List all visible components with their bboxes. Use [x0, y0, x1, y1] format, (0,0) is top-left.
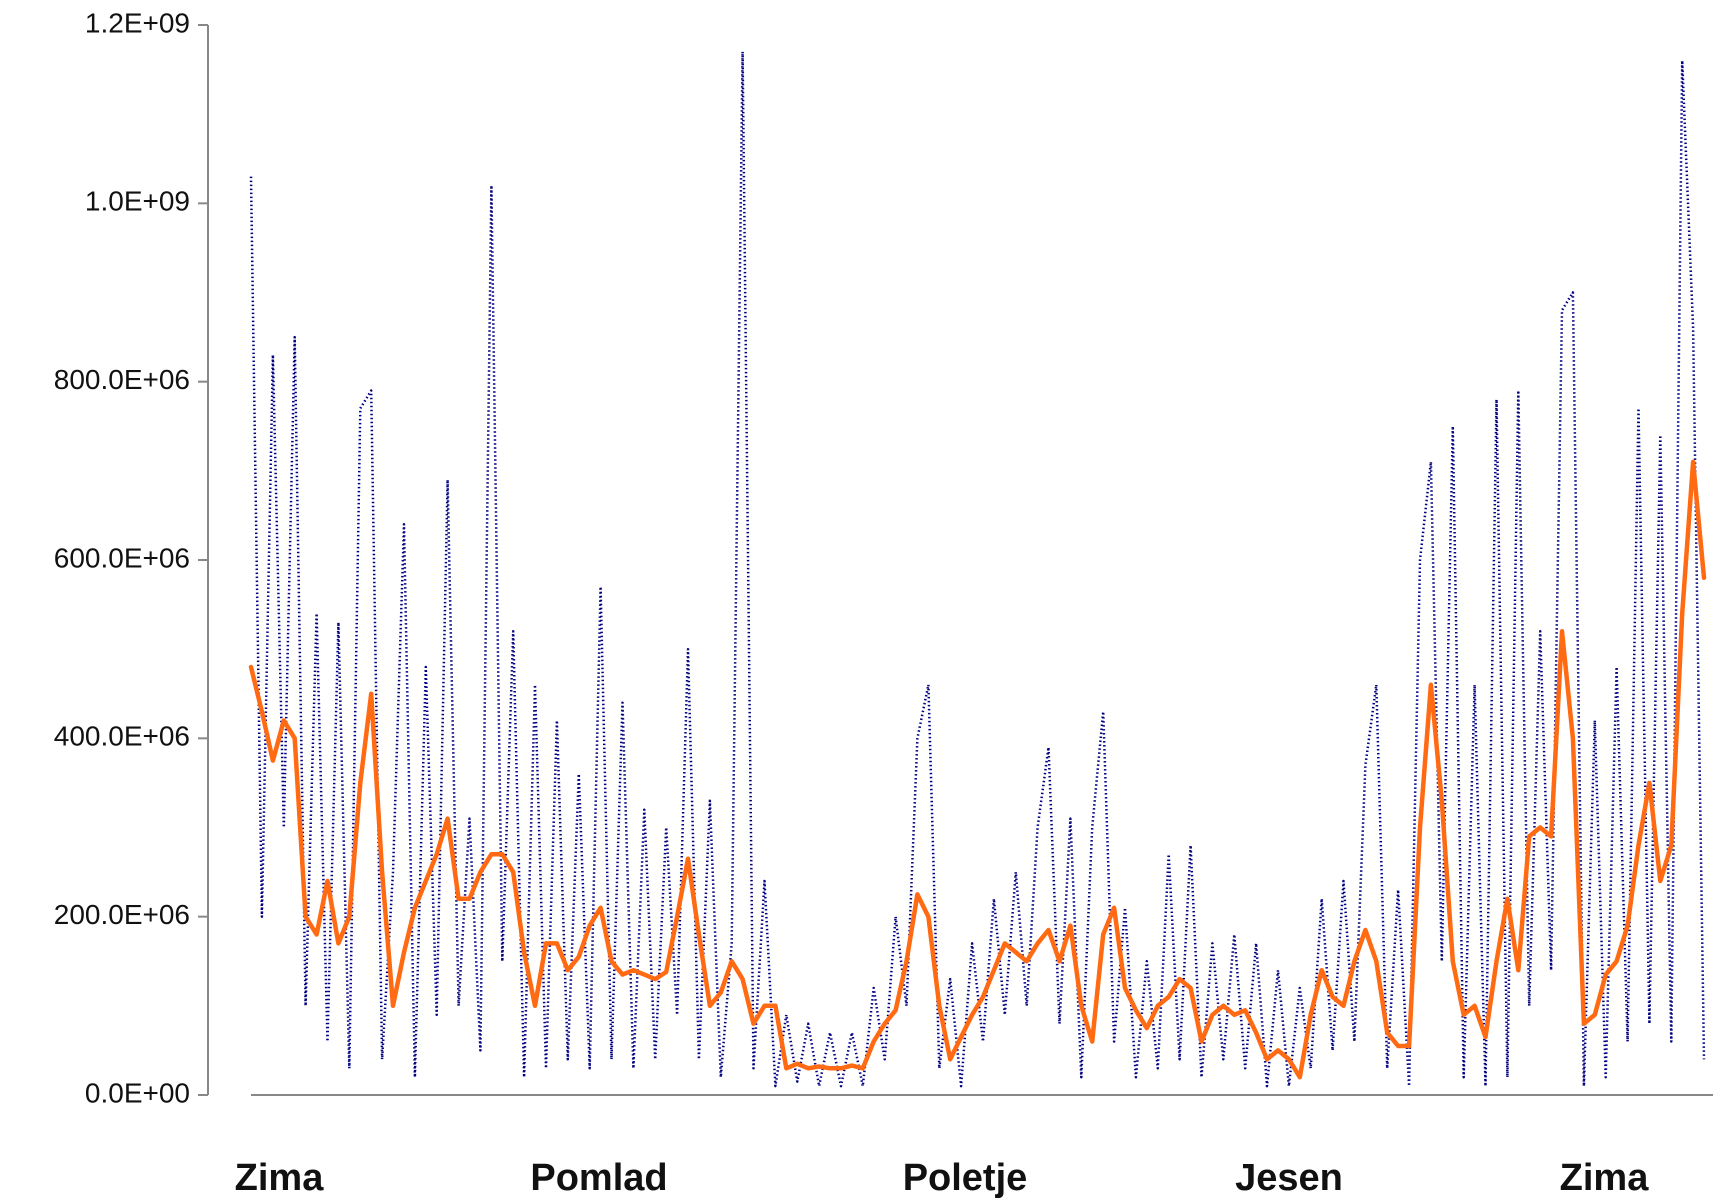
x-axis-label: Zima [1560, 1157, 1650, 1199]
y-tick-label: 600.0E+06 [54, 542, 190, 573]
y-tick-label: 1.0E+09 [85, 186, 190, 217]
y-tick-label: 200.0E+06 [54, 899, 190, 930]
x-axis-label: Zima [235, 1157, 325, 1199]
y-tick-label: 1.2E+09 [85, 7, 190, 38]
y-tick-label: 0.0E+00 [85, 1077, 190, 1108]
y-tick-label: 400.0E+06 [54, 721, 190, 752]
x-axis-label: Jesen [1235, 1157, 1343, 1199]
x-axis-label: Poletje [903, 1157, 1028, 1199]
y-tick-label: 800.0E+06 [54, 364, 190, 395]
x-axis-label: Pomlad [530, 1157, 667, 1199]
series-line [248, 459, 1707, 1080]
series-line [249, 50, 1706, 1088]
